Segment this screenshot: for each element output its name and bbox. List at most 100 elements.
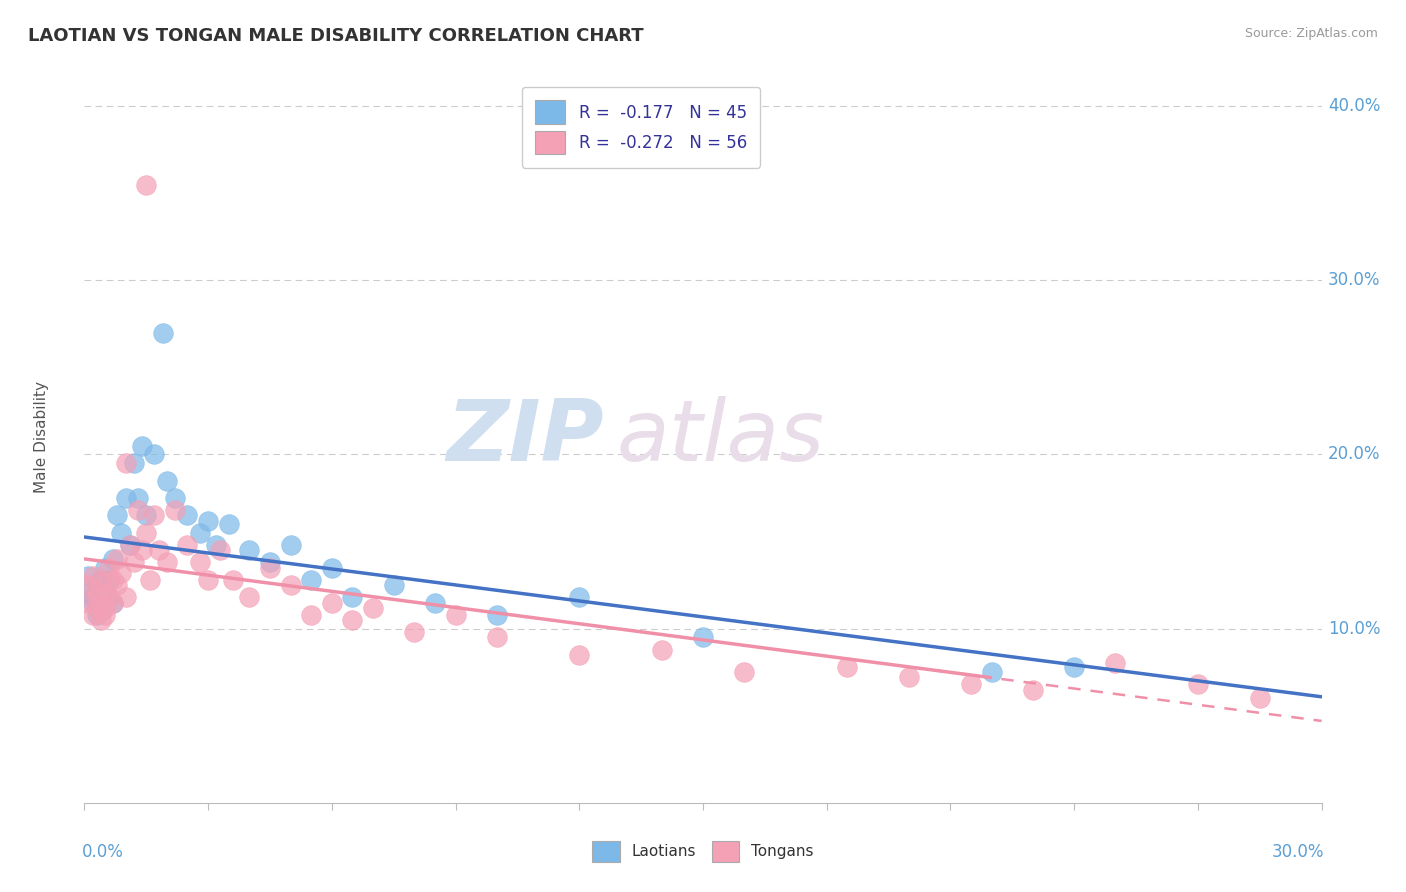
Point [86, 583, 108, 598]
Text: 30.0%: 30.0% [1271, 843, 1324, 861]
Point [105, 552, 128, 566]
Point [222, 573, 245, 587]
Point [86, 600, 108, 615]
Point [77, 578, 100, 592]
Point [238, 591, 260, 605]
Point [105, 578, 128, 592]
Point [837, 660, 859, 674]
Point [82, 591, 104, 605]
Point [165, 491, 187, 505]
Point [94, 600, 117, 615]
Point [382, 578, 405, 592]
Point [131, 439, 153, 453]
Point [86, 591, 108, 605]
Point [122, 456, 145, 470]
Text: 30.0%: 30.0% [1327, 271, 1381, 289]
Point [135, 508, 157, 523]
Point [361, 600, 384, 615]
Text: 10.0%: 10.0% [1327, 620, 1381, 638]
Point [135, 525, 157, 540]
Text: ZIP: ZIP [446, 395, 605, 479]
Point [259, 556, 281, 570]
Point [980, 665, 1002, 680]
Text: LAOTIAN VS TONGAN MALE DISABILITY CORRELATION CHART: LAOTIAN VS TONGAN MALE DISABILITY CORREL… [28, 27, 644, 45]
Point [692, 631, 714, 645]
Text: 20.0%: 20.0% [1327, 445, 1381, 464]
Point [98, 591, 121, 605]
Point [110, 525, 132, 540]
Point [1063, 660, 1085, 674]
Point [176, 508, 198, 523]
Point [118, 538, 141, 552]
Legend: Laotians, Tongans: Laotians, Tongans [586, 834, 820, 868]
Point [94, 587, 117, 601]
Point [90, 604, 112, 618]
Text: Source: ZipAtlas.com: Source: ZipAtlas.com [1244, 27, 1378, 40]
Point [94, 607, 117, 622]
Point [118, 538, 141, 552]
Text: Male Disability: Male Disability [34, 381, 49, 493]
Point [404, 625, 426, 640]
Point [1187, 677, 1209, 691]
Point [205, 538, 228, 552]
Point [82, 595, 104, 609]
Point [651, 642, 673, 657]
Point [143, 448, 166, 462]
Point [135, 178, 157, 192]
Point [197, 573, 219, 587]
Text: atlas: atlas [616, 395, 824, 479]
Point [342, 591, 364, 605]
Point [127, 503, 149, 517]
Point [139, 573, 162, 587]
Point [733, 665, 755, 680]
Text: 0.0%: 0.0% [82, 843, 124, 861]
Point [568, 648, 591, 662]
Point [77, 569, 100, 583]
Point [114, 456, 136, 470]
Point [485, 631, 508, 645]
Point [156, 556, 179, 570]
Point [143, 508, 166, 523]
Point [110, 566, 132, 580]
Point [299, 607, 322, 622]
Point [568, 591, 591, 605]
Point [218, 517, 240, 532]
Point [321, 595, 343, 609]
Point [280, 538, 302, 552]
Point [77, 587, 100, 601]
Point [299, 573, 322, 587]
Point [86, 607, 108, 622]
Point [94, 560, 117, 574]
Point [152, 326, 174, 340]
Point [122, 556, 145, 570]
Point [444, 607, 467, 622]
Point [176, 538, 198, 552]
Point [98, 591, 121, 605]
Point [960, 677, 983, 691]
Point [90, 573, 112, 587]
Point [238, 543, 260, 558]
Point [209, 543, 232, 558]
Point [156, 474, 179, 488]
Point [423, 595, 446, 609]
Point [280, 578, 302, 592]
Point [131, 543, 153, 558]
Point [898, 670, 921, 684]
Point [90, 613, 112, 627]
Point [342, 613, 364, 627]
Point [98, 560, 121, 574]
Point [485, 607, 508, 622]
Point [321, 560, 343, 574]
Point [90, 573, 112, 587]
Point [1022, 682, 1045, 697]
Point [103, 552, 125, 566]
Point [98, 573, 121, 587]
Point [114, 491, 136, 505]
Point [82, 569, 104, 583]
Point [86, 578, 108, 592]
Point [114, 591, 136, 605]
Point [103, 595, 125, 609]
Point [94, 583, 117, 598]
Point [103, 573, 125, 587]
Point [77, 595, 100, 609]
